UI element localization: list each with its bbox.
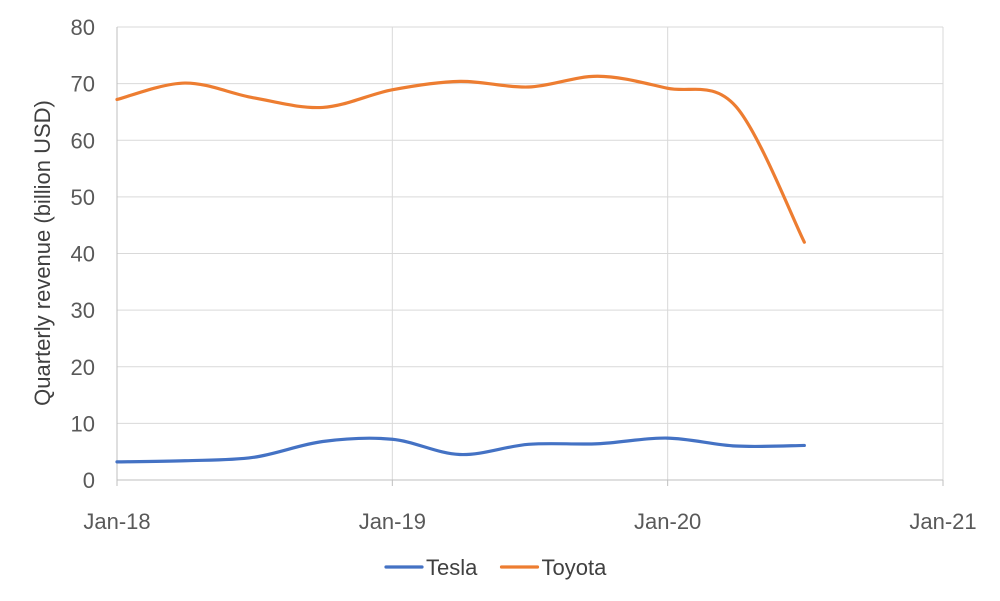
y-tick-label: 50 bbox=[71, 185, 95, 210]
legend-label-toyota: Toyota bbox=[542, 555, 608, 580]
series-line-toyota bbox=[115, 74, 806, 244]
x-tick-label: Jan-19 bbox=[359, 509, 426, 534]
legend-label-tesla: Tesla bbox=[426, 555, 478, 580]
y-axis-title: Quarterly revenue (billion USD) bbox=[30, 100, 55, 406]
y-tick-label: 80 bbox=[71, 15, 95, 40]
x-tick-label: Jan-21 bbox=[909, 509, 976, 534]
y-tick-label: 40 bbox=[71, 242, 95, 267]
series-line-tesla bbox=[115, 436, 806, 464]
x-tick-label: Jan-18 bbox=[83, 509, 150, 534]
x-tick-labels: Jan-18 Jan-19 Jan-20 Jan-21 bbox=[83, 509, 976, 534]
y-tick-label: 20 bbox=[71, 355, 95, 380]
y-tick-label: 30 bbox=[71, 298, 95, 323]
y-tick-label: 60 bbox=[71, 128, 95, 153]
x-tick-label: Jan-20 bbox=[634, 509, 701, 534]
series-lines bbox=[115, 74, 806, 464]
gridlines bbox=[117, 26, 944, 480]
y-tick-label: 70 bbox=[71, 72, 95, 97]
legend: Tesla Toyota bbox=[384, 555, 608, 580]
y-tick-labels: 0 10 20 30 40 50 60 70 80 bbox=[71, 15, 95, 493]
y-tick-label: 10 bbox=[71, 411, 95, 436]
y-tick-label: 0 bbox=[83, 468, 95, 493]
axes bbox=[116, 27, 944, 486]
